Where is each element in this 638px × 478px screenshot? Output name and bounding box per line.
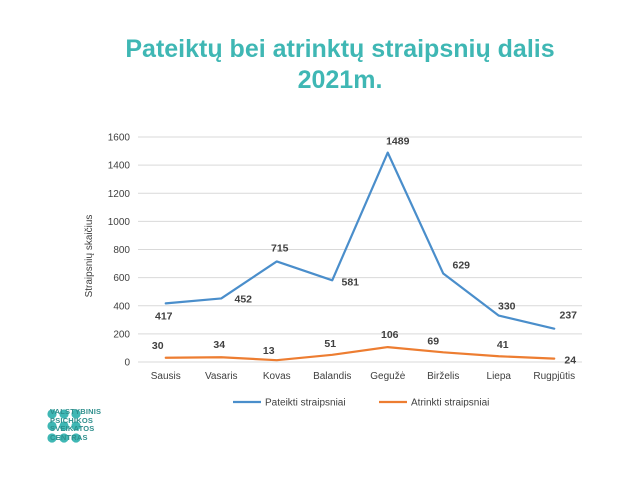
logo-line-4: CENTRAS [50, 432, 88, 442]
title-line-1: Pateiktų bei atrinktų straipsnių dalis [125, 35, 555, 63]
x-tick-label: Rugpjūtis [533, 371, 575, 382]
data-labels: 417 452 715 581 1489 629 330 237 30 34 13 51 106 69 41… [152, 136, 577, 367]
x-tick-label: Liepa [487, 371, 512, 382]
chart-title: Pateiktų bei atrinktų straipsnių dalis 2… [60, 34, 620, 96]
data-label: 1489 [386, 136, 410, 148]
y-tick-label: 200 [113, 329, 130, 340]
y-tick-label: 400 [113, 301, 130, 312]
data-label: 41 [497, 339, 509, 351]
logo-dot [71, 409, 81, 419]
x-tick-labels: Sausis Vasaris Kovas Balandis Gegužė Birželis… [151, 371, 575, 382]
data-label: 629 [452, 260, 470, 272]
logo-text: VALSTYBINIS PSICHIKOS SVEIKATOS CENTRAS [50, 407, 102, 442]
data-label: 30 [152, 340, 164, 352]
logo-line-1: VALSTYBINIS [50, 407, 102, 416]
data-label: 24 [564, 355, 576, 367]
x-tick-label: Gegužė [370, 371, 405, 382]
data-label: 237 [559, 310, 577, 322]
x-tick-label: Birželis [427, 371, 459, 382]
series-line-2 [164, 345, 556, 362]
y-tick-label: 600 [113, 273, 130, 284]
logo-dot [47, 433, 57, 443]
y-tick-labels: 0 200 400 600 800 1000 1200 1400 1600 [108, 133, 131, 369]
data-label: 581 [341, 276, 359, 288]
y-tick-label: 800 [113, 245, 130, 256]
x-tick-label: Vasaris [205, 371, 238, 382]
data-label: 106 [381, 329, 399, 341]
data-label: 69 [427, 335, 439, 347]
logo-dot [47, 409, 57, 419]
title-line-2: 2021m. [297, 66, 383, 94]
gridlines [138, 136, 582, 363]
x-tick-label: Balandis [313, 371, 351, 382]
y-tick-label: 0 [124, 358, 130, 369]
y-axis-label: Straipsnių skaičius [84, 215, 95, 298]
data-label: 452 [234, 293, 252, 305]
x-tick-label: Sausis [151, 371, 181, 382]
data-label: 330 [498, 301, 516, 313]
logo-mark [47, 409, 81, 443]
series-lines [164, 151, 556, 362]
logo-dot [71, 433, 81, 443]
logo-dot [59, 433, 69, 443]
y-tick-label: 1000 [108, 217, 131, 228]
series-line-1 [164, 151, 556, 330]
data-label: 13 [263, 345, 275, 357]
y-tick-label: 1400 [108, 161, 131, 172]
logo-dot [59, 421, 69, 431]
logo-line-3: SVEIKATOS [50, 424, 95, 434]
data-label: 417 [155, 310, 173, 322]
x-tick-label: Kovas [263, 371, 291, 382]
legend-label: Pateikti straipsniai [265, 398, 346, 409]
logo-line-2: PSICHIKOS [50, 415, 94, 425]
logo-dot [47, 421, 57, 431]
y-tick-label: 1600 [108, 133, 131, 144]
logo-dot [71, 421, 81, 431]
legend-label: Atrinkti straipsniai [411, 398, 489, 409]
logo-dot [59, 409, 69, 419]
data-label: 34 [213, 339, 225, 351]
data-label: 715 [271, 242, 289, 254]
y-tick-label: 1200 [108, 189, 131, 200]
legend: Pateikti straipsniai Atrinkti straipsniai [233, 398, 489, 409]
data-label: 51 [324, 338, 336, 350]
